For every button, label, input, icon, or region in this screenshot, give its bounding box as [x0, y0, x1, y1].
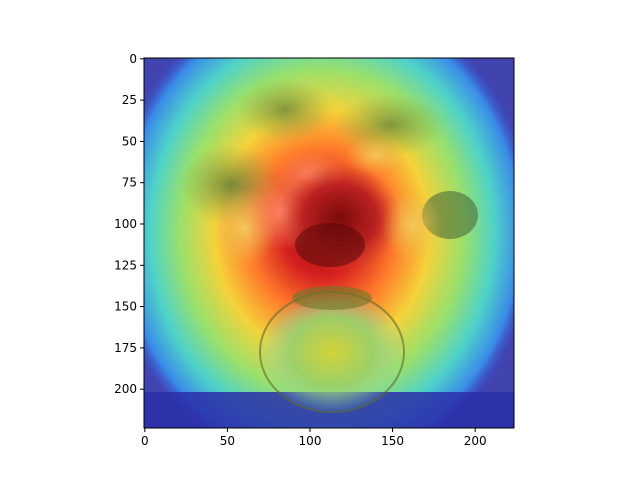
y-tick-label: 100: [114, 217, 137, 231]
vase-glass: [258, 290, 406, 414]
bloom-yellow-top: [345, 135, 405, 175]
bloom-dark-core: [295, 223, 365, 267]
foliage-top-left: [237, 78, 333, 142]
y-tick-label: 150: [114, 300, 137, 314]
bloom-yellow-right: [382, 189, 442, 261]
x-tick-label: 0: [141, 434, 149, 448]
y-tick-label: 50: [122, 134, 137, 148]
heatmap-image: [144, 58, 514, 428]
x-tick-label: 150: [381, 434, 404, 448]
x-tick-label: 100: [299, 434, 322, 448]
y-tick-label: 175: [114, 341, 137, 355]
vase-neck: [292, 286, 372, 310]
y-axis: 0 25 50 75 100 125 150 175 200: [114, 52, 144, 396]
y-tick-label: 25: [122, 93, 137, 107]
y-tick-label: 0: [129, 52, 137, 66]
y-tick-label: 125: [114, 258, 137, 272]
x-tick-label: 200: [464, 434, 487, 448]
x-tick-label: 50: [220, 434, 235, 448]
plot-frame: [143, 57, 515, 429]
x-axis: 0 50 100 150 200: [141, 428, 487, 448]
y-tick-label: 75: [122, 176, 137, 190]
y-tick-label: 200: [114, 382, 137, 396]
